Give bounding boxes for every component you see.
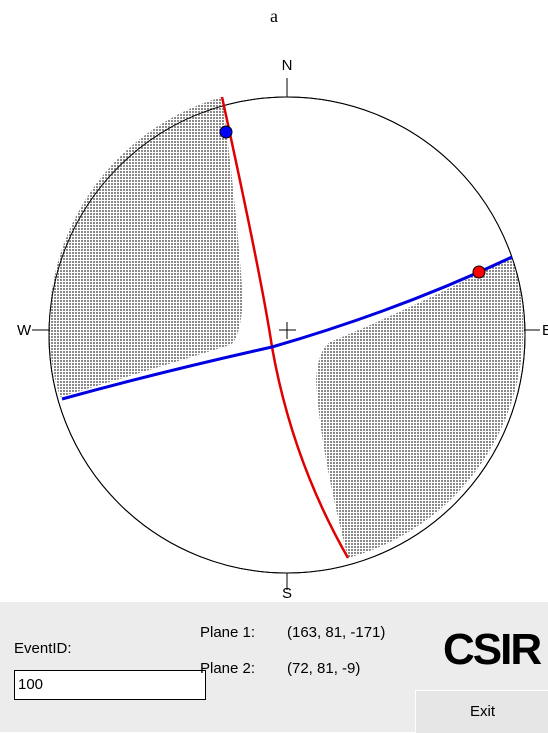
plane-value: (163, 81, -171)	[287, 624, 386, 641]
west-label: W	[17, 322, 32, 339]
plane-label: Plane 1:	[200, 624, 256, 641]
pole-marker	[219, 125, 233, 139]
pole-marker	[472, 265, 486, 279]
plane-label: Plane 2:	[200, 660, 256, 677]
compression-quadrant	[316, 256, 524, 558]
center-cross	[279, 322, 296, 339]
compass-ticks	[32, 78, 540, 590]
event-label: EventID:	[14, 640, 72, 657]
plane-value: (72, 81, -9)	[287, 660, 361, 677]
figure-label: a	[270, 6, 278, 26]
north-label: N	[282, 57, 293, 74]
logo: CSIR	[443, 625, 542, 674]
compression-quadrant	[49, 97, 243, 397]
nodal-plane-2	[61, 255, 513, 401]
east-label: E	[542, 322, 548, 339]
event-input[interactable]: 100	[14, 670, 206, 700]
exit-button[interactable]: Exit	[415, 690, 548, 733]
south-label: S	[282, 585, 292, 602]
